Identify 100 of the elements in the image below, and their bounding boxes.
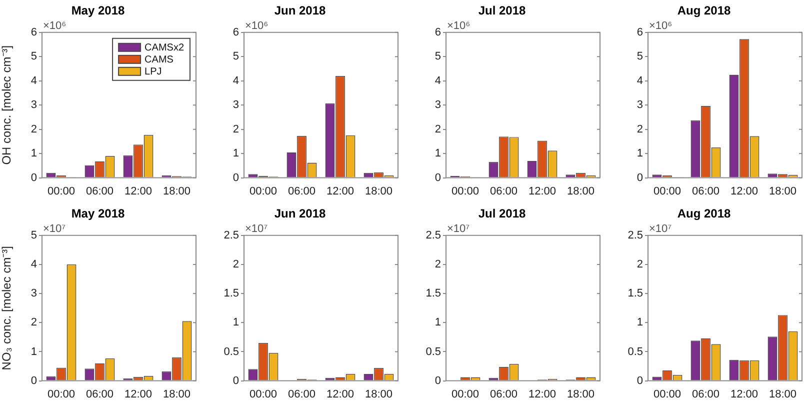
- y-tick-label: 2: [434, 123, 441, 136]
- chart-title: May 2018: [71, 206, 126, 221]
- text: ×10⁶: [43, 20, 66, 32]
- x-tick-label: 06:00: [288, 185, 316, 198]
- y-tick-label: 5: [30, 229, 37, 242]
- y-tick-label: 0: [636, 374, 643, 387]
- chart-title: May 2018: [71, 4, 126, 18]
- y-tick-label: 0: [232, 172, 239, 184]
- x-tick-label: 18:00: [566, 185, 595, 198]
- y-tick-label: 6: [636, 26, 643, 38]
- y-tick-label: 6: [30, 26, 37, 38]
- chart-title: Aug 2018: [677, 206, 731, 221]
- y-tick-label: 2: [636, 258, 643, 271]
- y-tick-label: 0: [434, 172, 441, 184]
- chart-title: Jun 2018: [274, 206, 326, 221]
- y-tick-label: 0.5: [224, 346, 239, 358]
- y-tick-label: 0: [30, 374, 37, 387]
- y-tick-label: 4: [30, 74, 37, 87]
- x-tick-label: 12:00: [730, 185, 758, 198]
- y-tick-label: 0: [636, 172, 643, 184]
- x-tick-label: 18:00: [566, 388, 595, 400]
- x-tick-label: 00:00: [653, 185, 682, 198]
- y-tick-label: 3: [30, 99, 37, 112]
- x-tick-label: 00:00: [47, 388, 76, 400]
- y-tick-label: 2.5: [628, 229, 643, 242]
- x-tick-label: 06:00: [692, 185, 720, 198]
- x-tick-label: 12:00: [326, 388, 354, 400]
- x-tick-label: 12:00: [124, 388, 152, 400]
- y-tick-label: 1: [636, 316, 643, 329]
- text: ×10⁶: [245, 20, 268, 32]
- legend-label: LPJ: [144, 66, 162, 78]
- y-tick-label: 5: [232, 50, 239, 63]
- y-tick-label: 1.5: [628, 288, 643, 300]
- y-tick-label: 4: [636, 74, 643, 87]
- y-tick-label: 2.5: [426, 229, 441, 242]
- chart-title: Jul 2018: [478, 4, 526, 18]
- y-tick-label: 1: [232, 316, 239, 329]
- y-tick-label: 1: [434, 148, 441, 160]
- x-tick-label: 18:00: [364, 185, 393, 198]
- x-tick-label: 12:00: [528, 185, 556, 198]
- y-tick-label: 5: [636, 50, 643, 63]
- x-tick-label: 06:00: [490, 185, 518, 198]
- y-axis-title: OH conc. [molec cm⁻³]: [0, 45, 14, 165]
- y-tick-label: 5: [434, 50, 441, 63]
- y-tick-label: 1.5: [224, 288, 239, 300]
- y-tick-label: 1: [30, 346, 37, 358]
- y-tick-label: 2: [434, 258, 441, 271]
- y-tick-label: 6: [232, 26, 239, 38]
- y-tick-label: 0: [232, 374, 239, 387]
- y-tick-label: 3: [636, 99, 643, 112]
- y-tick-label: 1: [30, 148, 37, 160]
- legend-label: CAMS: [144, 54, 174, 66]
- text: ×10⁷: [43, 222, 66, 235]
- x-tick-label: 06:00: [692, 388, 720, 400]
- y-tick-label: 0.5: [628, 346, 643, 358]
- x-tick-label: 18:00: [768, 185, 797, 198]
- y-tick-label: 2: [232, 123, 239, 136]
- text: ×10⁷: [649, 222, 672, 235]
- y-tick-label: 2: [232, 258, 239, 271]
- x-tick-label: 06:00: [86, 388, 114, 400]
- x-tick-label: 00:00: [451, 388, 480, 400]
- y-tick-label: 0: [30, 172, 37, 184]
- x-tick-label: 06:00: [288, 388, 316, 400]
- x-tick-label: 12:00: [730, 388, 758, 400]
- legend-label: CAMSx2: [144, 42, 184, 54]
- text: ×10⁷: [447, 222, 470, 235]
- y-axis-title: NO₃ conc. [molec cm⁻³]: [0, 246, 14, 370]
- y-tick-label: 6: [434, 26, 441, 38]
- text: ×10⁶: [447, 20, 470, 32]
- text: ×10⁷: [245, 222, 268, 235]
- y-tick-label: 4: [30, 258, 37, 271]
- y-tick-label: 1: [434, 316, 441, 329]
- x-tick-label: 06:00: [490, 388, 518, 400]
- chart-title: Jul 2018: [478, 206, 526, 221]
- x-tick-label: 00:00: [249, 388, 278, 400]
- y-tick-label: 0.5: [426, 346, 441, 358]
- x-tick-label: 00:00: [47, 185, 76, 198]
- x-tick-label: 12:00: [326, 185, 354, 198]
- y-tick-label: 3: [232, 99, 239, 112]
- y-tick-label: 2: [30, 123, 37, 136]
- y-tick-label: 1: [232, 148, 239, 160]
- y-tick-label: 1: [636, 148, 643, 160]
- x-tick-label: 18:00: [162, 185, 191, 198]
- x-tick-label: 00:00: [249, 185, 278, 198]
- x-tick-label: 18:00: [162, 388, 191, 400]
- text: ×10⁶: [649, 20, 672, 32]
- x-tick-label: 00:00: [451, 185, 480, 198]
- x-tick-label: 18:00: [768, 388, 797, 400]
- y-tick-label: 3: [434, 99, 441, 112]
- y-tick-label: 3: [30, 288, 37, 300]
- y-tick-label: 2.5: [224, 229, 239, 242]
- x-tick-label: 06:00: [86, 185, 114, 198]
- x-tick-label: 12:00: [124, 185, 152, 198]
- y-tick-label: 1.5: [426, 288, 441, 300]
- y-tick-label: 2: [636, 123, 643, 136]
- y-tick-label: 0: [434, 374, 441, 387]
- x-tick-label: 00:00: [653, 388, 682, 400]
- chart-title: Aug 2018: [677, 4, 731, 18]
- x-tick-label: 12:00: [528, 388, 556, 400]
- y-tick-label: 5: [30, 50, 37, 63]
